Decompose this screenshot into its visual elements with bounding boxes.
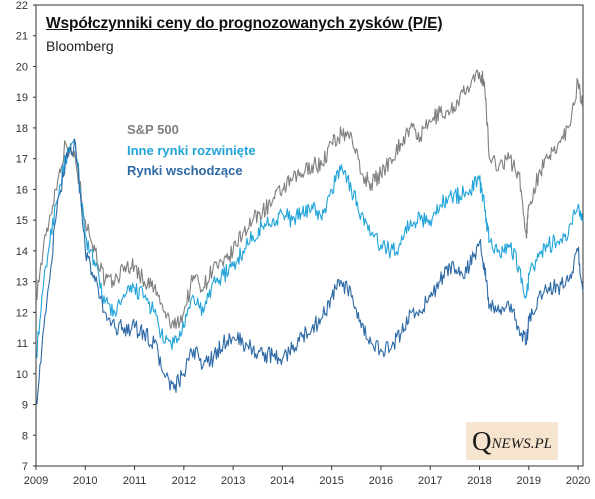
legend-entry-sp500: S&P 500 [127, 122, 179, 137]
chart-subtitle: Bloomberg [46, 38, 114, 54]
x-tick-label: 2013 [221, 475, 245, 487]
y-tick-label: 14 [16, 246, 28, 258]
y-tick-label: 16 [16, 184, 28, 196]
x-tick-label: 2016 [369, 475, 393, 487]
y-tick-label: 13 [16, 277, 28, 289]
y-tick-label: 17 [16, 154, 28, 166]
y-tick-label: 20 [16, 61, 28, 73]
y-tick-label: 18 [16, 123, 28, 135]
x-tick-label: 2014 [270, 475, 294, 487]
x-tick-label: 2012 [172, 475, 196, 487]
x-tick-label: 2009 [24, 475, 48, 487]
legend-entry-developed: Inne rynki rozwinięte [127, 142, 256, 158]
y-tick-label: 10 [16, 369, 28, 381]
y-tick-label: 12 [16, 307, 28, 319]
x-tick-label: 2019 [517, 475, 541, 487]
y-tick-label: 15 [16, 215, 28, 227]
series-line-2 [35, 138, 584, 405]
qnews-logo: Q NEWS.PL [466, 422, 558, 460]
x-tick-label: 2020 [566, 475, 590, 487]
y-tick-label: 8 [22, 430, 28, 442]
y-tick-label: 7 [22, 461, 28, 473]
y-tick-label: 11 [17, 338, 28, 350]
x-tick-label: 2018 [467, 475, 491, 487]
series-line-0 [35, 69, 584, 330]
y-tick-label: 22 [16, 0, 28, 12]
x-tick-label: 2017 [418, 475, 442, 487]
y-tick-label: 9 [22, 400, 28, 412]
chart-title: Współczynniki ceny do prognozowanych zys… [46, 15, 443, 32]
series-line-1 [35, 138, 584, 359]
legend-entry-emerging: Rynki wschodzące [127, 163, 243, 178]
y-tick-label: 21 [16, 31, 28, 43]
x-tick-label: 2015 [319, 475, 343, 487]
chart-legend: S&P 500 Inne rynki rozwinięte Rynki wsch… [127, 120, 256, 182]
x-tick-label: 2011 [123, 475, 147, 487]
chart-axes: 7 8 9 10 11 12 13 14 15 16 17 18 19 20 21 22 2009 2010 201… [16, 0, 591, 487]
chart-series-lines [35, 69, 584, 405]
plot-frame [35, 4, 584, 467]
y-tick-label: 19 [16, 92, 28, 104]
logo-q-letter: Q [472, 425, 492, 456]
logo-text: NEWS.PL [491, 435, 552, 452]
x-tick-label: 2010 [73, 475, 97, 487]
